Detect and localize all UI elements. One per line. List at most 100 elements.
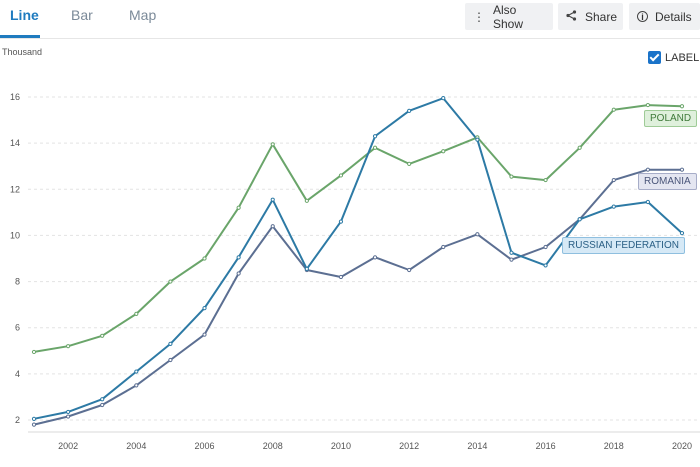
- data-point[interactable]: [270, 224, 275, 229]
- y-axis-ticks: 2 4 6 8 10 12 14 16: [10, 92, 20, 425]
- x-tick-label: 2018: [604, 441, 624, 451]
- data-point[interactable]: [304, 266, 309, 271]
- also-show-button[interactable]: ⋮ Also Show: [465, 2, 553, 31]
- data-point[interactable]: [168, 357, 173, 363]
- data-point[interactable]: [577, 217, 582, 222]
- tab-bar[interactable]: Bar: [71, 7, 93, 23]
- data-point[interactable]: [577, 145, 582, 150]
- data-point[interactable]: [475, 137, 480, 142]
- data-point[interactable]: [509, 174, 514, 179]
- data-point[interactable]: [679, 231, 685, 236]
- data-point[interactable]: [66, 344, 71, 349]
- x-tick-label: 2008: [263, 441, 283, 451]
- data-point[interactable]: [338, 173, 344, 178]
- series-line-2[interactable]: [33, 97, 683, 420]
- tab-line[interactable]: Line: [10, 7, 39, 23]
- share-label: Share: [585, 9, 618, 24]
- y-tick-label: 12: [10, 184, 20, 194]
- data-point[interactable]: [100, 397, 105, 402]
- data-point[interactable]: [645, 199, 650, 205]
- x-tick-label: 2020: [672, 441, 692, 451]
- data-point[interactable]: [611, 107, 616, 112]
- data-point[interactable]: [679, 167, 685, 172]
- view-tabs: Line Bar Map ⋮ Also Show Share i Details: [0, 0, 700, 39]
- data-point[interactable]: [236, 271, 241, 276]
- gridlines: [28, 96, 700, 421]
- data-point[interactable]: [338, 219, 344, 224]
- data-point[interactable]: [338, 274, 344, 280]
- series-label-2: RUSSIAN FEDERATION: [562, 237, 685, 254]
- label-checkbox[interactable]: [648, 51, 661, 64]
- vertical-dots-icon: ⋮: [473, 9, 485, 24]
- data-point[interactable]: [66, 409, 71, 415]
- y-tick-label: 6: [15, 323, 20, 333]
- data-point[interactable]: [441, 244, 446, 250]
- data-point[interactable]: [645, 167, 650, 172]
- y-tick-label: 4: [15, 369, 20, 379]
- data-point[interactable]: [611, 204, 616, 209]
- details-button[interactable]: i Details: [629, 3, 700, 30]
- y-tick-label: 14: [10, 138, 20, 148]
- series-label-0: POLAND: [644, 109, 698, 127]
- data-point[interactable]: [407, 267, 412, 273]
- data-point[interactable]: [679, 104, 685, 109]
- data-point[interactable]: [270, 197, 275, 202]
- data-point[interactable]: [134, 383, 139, 388]
- x-tick-label: 2012: [399, 441, 419, 451]
- x-tick-label: 2014: [467, 441, 487, 451]
- y-tick-label: 10: [10, 230, 20, 240]
- data-point[interactable]: [66, 414, 71, 419]
- data-point[interactable]: [543, 263, 548, 268]
- x-tick-label: 2006: [195, 441, 215, 451]
- data-point[interactable]: [304, 198, 309, 203]
- data-point[interactable]: [407, 108, 412, 113]
- data-point[interactable]: [202, 332, 207, 337]
- label-toggle[interactable]: LABEL: [648, 51, 699, 64]
- series-line-1[interactable]: [33, 168, 682, 426]
- data-point[interactable]: [168, 341, 173, 346]
- data-point[interactable]: [31, 349, 37, 355]
- details-label: Details: [655, 9, 692, 24]
- data-point[interactable]: [134, 369, 139, 374]
- data-point[interactable]: [611, 177, 616, 183]
- data-point[interactable]: [372, 134, 378, 139]
- data-point[interactable]: [543, 244, 548, 250]
- share-button[interactable]: Share: [558, 3, 623, 30]
- data-point[interactable]: [441, 96, 446, 101]
- data-point[interactable]: [645, 102, 650, 108]
- data-point[interactable]: [441, 149, 446, 154]
- series-label-1: ROMANIA: [638, 173, 697, 191]
- data-point[interactable]: [372, 255, 378, 260]
- y-tick-label: 8: [15, 277, 20, 287]
- data-point[interactable]: [509, 250, 514, 255]
- data-point[interactable]: [372, 145, 378, 150]
- data-point[interactable]: [270, 142, 275, 147]
- data-point[interactable]: [509, 257, 514, 262]
- data-point[interactable]: [236, 205, 241, 210]
- data-point[interactable]: [475, 232, 480, 237]
- tab-map[interactable]: Map: [129, 7, 157, 23]
- data-point[interactable]: [100, 402, 105, 408]
- data-point[interactable]: [134, 311, 139, 316]
- label-toggle-text: LABEL: [665, 51, 700, 64]
- data-point[interactable]: [202, 256, 207, 261]
- series-points: [31, 96, 685, 427]
- data-point[interactable]: [100, 333, 105, 338]
- y-tick-label: 16: [10, 92, 20, 102]
- x-tick-label: 2002: [58, 441, 78, 451]
- x-axis-ticks: 2002 2004 2006 2008 2010 2012 2014 2016 2018 2020: [28, 431, 700, 451]
- data-point[interactable]: [202, 306, 207, 311]
- data-point[interactable]: [31, 416, 37, 421]
- data-point[interactable]: [543, 177, 548, 183]
- data-point[interactable]: [236, 255, 241, 260]
- also-show-label: Also Show: [493, 2, 524, 31]
- x-tick-label: 2004: [126, 441, 146, 451]
- active-tab-indicator: [0, 35, 40, 38]
- data-point[interactable]: [407, 161, 412, 167]
- y-tick-label: 2: [15, 415, 20, 425]
- info-icon: i: [637, 11, 648, 22]
- series-line-0[interactable]: [33, 104, 683, 353]
- data-point[interactable]: [31, 422, 37, 427]
- data-point[interactable]: [168, 279, 173, 284]
